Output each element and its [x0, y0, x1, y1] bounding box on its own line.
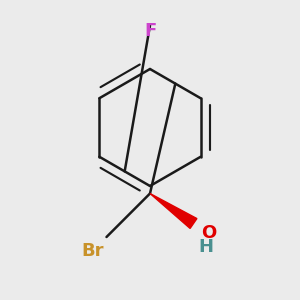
Text: F: F	[144, 22, 156, 40]
Polygon shape	[150, 194, 197, 228]
Text: Br: Br	[82, 242, 104, 260]
Text: H: H	[198, 238, 213, 256]
Text: O: O	[201, 224, 216, 242]
